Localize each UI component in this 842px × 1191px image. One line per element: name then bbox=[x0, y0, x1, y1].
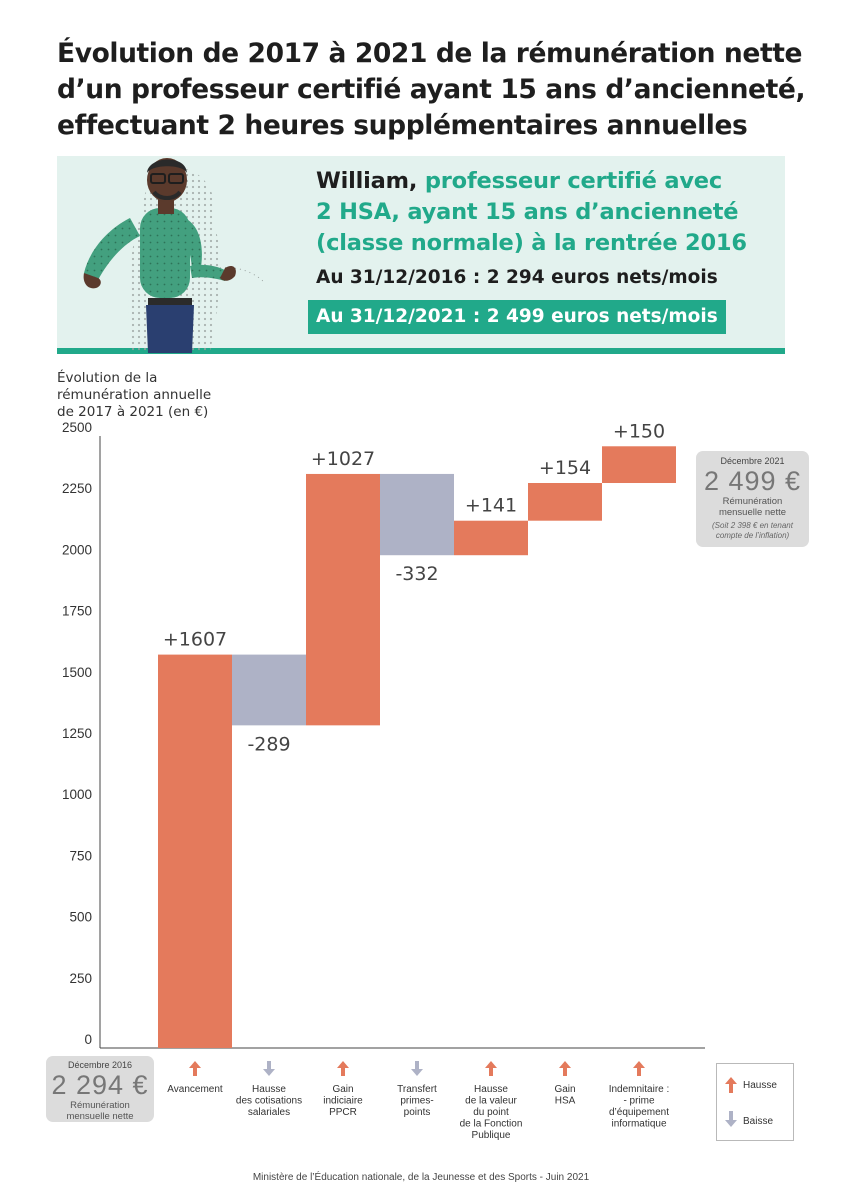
box-2016-label-2: mensuelle nette bbox=[66, 1111, 134, 1122]
y-tick-label: 2000 bbox=[62, 542, 92, 557]
teacher-desc-2: 2 HSA, ayant 15 ans d’ancienneté bbox=[316, 199, 739, 225]
y-tick-label: 500 bbox=[69, 910, 92, 925]
box-2016-month: Décembre 2016 bbox=[67, 1060, 133, 1070]
box-2021-note-1: (Soit 2 398 € en tenant bbox=[712, 521, 793, 530]
bar-4 bbox=[380, 473, 454, 556]
bar-6 bbox=[528, 483, 602, 521]
y-tick-label: 250 bbox=[69, 971, 92, 986]
box-2021-note-2: compte de l’inflation) bbox=[715, 531, 790, 540]
legend: Hausse Baisse bbox=[716, 1063, 794, 1141]
title-line-2: d’un professeur certifié ayant 15 ans d’… bbox=[57, 74, 806, 105]
data-label-3: +1027 bbox=[311, 448, 375, 470]
box-2021-month: Décembre 2021 bbox=[720, 456, 785, 466]
y-axis-label-line-1: Évolution de la bbox=[57, 370, 158, 386]
down-arrow-icon bbox=[263, 1061, 275, 1076]
data-label-4: -332 bbox=[395, 563, 438, 585]
box-2016-amount: 2 294 € bbox=[51, 1070, 149, 1100]
down-arrow-icon bbox=[411, 1061, 423, 1076]
bar-7 bbox=[602, 446, 676, 484]
teacher-headline: William, professeur certifié avec 2 HSA,… bbox=[316, 166, 776, 259]
teacher-illustration bbox=[83, 158, 266, 353]
category-label-3: Gain indiciaire PPCR bbox=[323, 1084, 363, 1118]
december-2021-box: Décembre 2021 2 499 € Rémunération mensu… bbox=[696, 451, 809, 547]
category-label-7: Indemnitaire :- prime d’équipement informa… bbox=[609, 1084, 670, 1130]
category-label-4: Transfert primes-points bbox=[397, 1084, 437, 1118]
y-axis-label-line-2: rémunération annuelle bbox=[57, 387, 212, 403]
legend-up-arrow-icon bbox=[725, 1077, 737, 1093]
box-2021-label-1: Rémunération bbox=[722, 496, 783, 507]
data-label-1: +1607 bbox=[163, 629, 227, 651]
box-2021-label-2: mensuelle nette bbox=[718, 507, 787, 518]
footer-credit: Ministère de l’Éducation nationale, de l… bbox=[252, 1172, 590, 1183]
salary-2021-badge: Au 31/12/2021 : 2 499 euros nets/mois bbox=[308, 300, 726, 334]
up-arrow-icon bbox=[633, 1061, 645, 1076]
y-tick-label: 0 bbox=[84, 1032, 92, 1047]
up-arrow-icon bbox=[337, 1061, 349, 1076]
bar-2 bbox=[232, 654, 306, 726]
box-2021-amount: 2 499 € bbox=[703, 466, 802, 496]
y-tick-label: 1000 bbox=[62, 787, 92, 802]
legend-down-arrow-icon bbox=[725, 1111, 737, 1127]
up-arrow-icon bbox=[189, 1061, 201, 1076]
y-tick-label: 2250 bbox=[62, 481, 92, 496]
category-label-6: Gain HSA bbox=[554, 1084, 575, 1107]
y-tick-label: 2500 bbox=[62, 420, 92, 435]
teacher-desc-3: (classe normale) à la rentrée 2016 bbox=[316, 230, 747, 256]
december-2016-box: Décembre 2016 2 294 € Rémunération mensu… bbox=[46, 1056, 154, 1122]
y-axis-label-line-3: de 2017 à 2021 (en €) bbox=[57, 404, 209, 420]
y-axis-label: Évolution de la rémunération annuelle de… bbox=[57, 370, 211, 421]
page-title: Évolution de 2017 à 2021 de la rémunérat… bbox=[57, 36, 806, 144]
up-arrow-icon bbox=[559, 1061, 571, 1076]
legend-up-label: Hausse bbox=[743, 1080, 777, 1091]
bar-3 bbox=[306, 473, 380, 726]
banner-underline bbox=[57, 348, 785, 354]
box-2016-label-1: Rémunération bbox=[70, 1100, 130, 1111]
bar-1 bbox=[158, 654, 232, 1048]
data-label-5: +141 bbox=[465, 495, 517, 517]
up-arrow-icon bbox=[485, 1061, 497, 1076]
y-tick-label: 1750 bbox=[62, 604, 92, 619]
salary-2016: Au 31/12/2016 : 2 294 euros nets/mois bbox=[316, 267, 718, 288]
data-label-7: +150 bbox=[613, 420, 665, 442]
teacher-desc-1: professeur certifié avec bbox=[417, 168, 722, 194]
data-label-2: -289 bbox=[247, 733, 290, 755]
title-line-3: effectuant 2 heures supplémentaires annu… bbox=[57, 110, 748, 141]
y-tick-label: 750 bbox=[69, 848, 92, 863]
category-label-2: Hausse des cotisations salariales bbox=[236, 1084, 302, 1118]
teacher-name: William, bbox=[316, 168, 418, 194]
category-label-1: Avancement bbox=[167, 1084, 223, 1095]
data-label-6: +154 bbox=[539, 457, 591, 479]
title-line-1: Évolution de 2017 à 2021 de la rémunérat… bbox=[57, 38, 803, 69]
bar-5 bbox=[454, 520, 528, 556]
y-tick-label: 1500 bbox=[62, 665, 92, 680]
y-tick-label: 1250 bbox=[62, 726, 92, 741]
category-label-5: Hausse de la valeur du point de la Fonction… bbox=[460, 1084, 523, 1141]
legend-down-label: Baisse bbox=[743, 1116, 774, 1127]
